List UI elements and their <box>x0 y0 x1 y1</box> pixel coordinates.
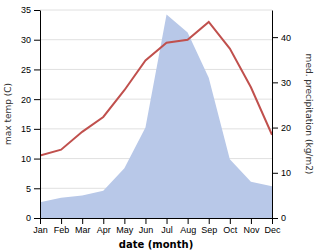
tick: Dec <box>264 218 281 235</box>
tick-mark <box>188 218 189 224</box>
chart: JanFebMarAprMayJunJulAugSepOctNovDec0510… <box>0 0 318 252</box>
line <box>40 22 272 156</box>
tick: 20 <box>21 95 40 105</box>
tick: 0 <box>26 213 40 223</box>
tick-mark <box>167 218 168 224</box>
tick-label: Nov <box>243 225 260 235</box>
tick-mark <box>34 129 40 130</box>
tick-label: Dec <box>264 225 281 235</box>
tick-mark <box>209 218 210 224</box>
tick-mark <box>145 218 146 224</box>
tick-label: Apr <box>97 225 111 235</box>
tick: Jan <box>33 218 48 235</box>
tick-mark <box>34 10 40 11</box>
tick-label: Aug <box>180 225 196 235</box>
tick-label: 0 <box>26 213 31 223</box>
tick: 25 <box>21 65 40 75</box>
y2-axis-title: med. precipitation (kg/m2) <box>304 54 314 175</box>
tick-mark <box>61 218 62 224</box>
tick-label: 30 <box>21 35 31 45</box>
tick: 35 <box>21 5 40 15</box>
tick-mark <box>103 218 104 224</box>
tick-mark <box>124 218 125 224</box>
tick-label: 40 <box>281 33 291 43</box>
axis-domain <box>40 11 41 219</box>
tick-mark <box>251 218 252 224</box>
tick-label: Feb <box>54 225 70 235</box>
tick-label: Oct <box>223 225 238 235</box>
grid <box>40 10 272 218</box>
y-axis-title: max temp (C) <box>3 83 13 145</box>
tick-mark <box>34 99 40 100</box>
tick-mark <box>272 82 278 83</box>
tick-mark <box>34 40 40 41</box>
tick: 40 <box>272 33 291 43</box>
tick-label: 35 <box>21 5 31 15</box>
grid-line <box>40 69 272 70</box>
tick: Jun <box>139 218 154 235</box>
tick-label: 10 <box>281 168 291 178</box>
chart-container: JanFebMarAprMayJunJulAugSepOctNovDec0510… <box>0 0 318 252</box>
tick: Nov <box>243 218 260 235</box>
tick: 20 <box>272 123 291 133</box>
axis-domain <box>41 218 273 219</box>
tick-label: Jan <box>33 225 48 235</box>
tick-mark <box>272 218 278 219</box>
y2-axis: 0 10 20 30 40 <box>272 11 291 224</box>
tick: Feb <box>54 218 70 235</box>
tick: Sep <box>201 218 217 235</box>
tick-label: Jun <box>139 225 154 235</box>
tick: 30 <box>21 35 40 45</box>
tick-label: 5 <box>26 184 31 194</box>
tick-mark <box>82 218 83 224</box>
tick-label: 10 <box>21 154 31 164</box>
tick: Oct <box>223 218 238 235</box>
tick-mark <box>230 218 231 224</box>
marks <box>40 15 272 218</box>
tick-mark <box>34 218 40 219</box>
tick-mark <box>40 218 41 224</box>
x-axis-title: date (month) <box>119 239 193 250</box>
tick-label: Mar <box>75 225 91 235</box>
tick-label: 25 <box>21 65 31 75</box>
tick-label: 20 <box>281 123 291 133</box>
tick: 10 <box>272 168 291 178</box>
area <box>40 15 272 218</box>
tick-mark <box>272 37 278 38</box>
tick: 5 <box>26 184 40 194</box>
tick-label: 20 <box>21 95 31 105</box>
tick-mark <box>34 159 40 160</box>
tick-label: 0 <box>281 213 286 223</box>
tick-mark <box>272 173 278 174</box>
grid-line <box>40 39 272 40</box>
tick-label: May <box>116 225 134 235</box>
tick-label: Jul <box>161 225 173 235</box>
tick-mark <box>34 188 40 189</box>
tick: Jul <box>161 218 173 235</box>
tick: 10 <box>21 154 40 164</box>
grid-line <box>40 10 272 11</box>
y-axis: 0 5 10 15 20 25 30 35 <box>21 5 41 223</box>
tick-label: Sep <box>201 225 217 235</box>
tick: Aug <box>180 218 196 235</box>
axis-domain <box>272 11 273 219</box>
tick: 30 <box>272 78 291 88</box>
tick: 15 <box>21 124 40 134</box>
tick: 0 <box>272 213 286 223</box>
tick-label: 15 <box>21 124 31 134</box>
tick-mark <box>34 69 40 70</box>
tick: Apr <box>97 218 111 235</box>
tick-mark <box>272 128 278 129</box>
tick: May <box>116 218 134 235</box>
tick-label: 30 <box>281 78 291 88</box>
tick: Mar <box>75 218 91 235</box>
plot-root: JanFebMarAprMayJunJulAugSepOctNovDec0510… <box>3 5 314 250</box>
x-axis: Jan Feb Mar Apr May Jun Jul Aug Sep Oct Nov Dec <box>33 218 281 235</box>
